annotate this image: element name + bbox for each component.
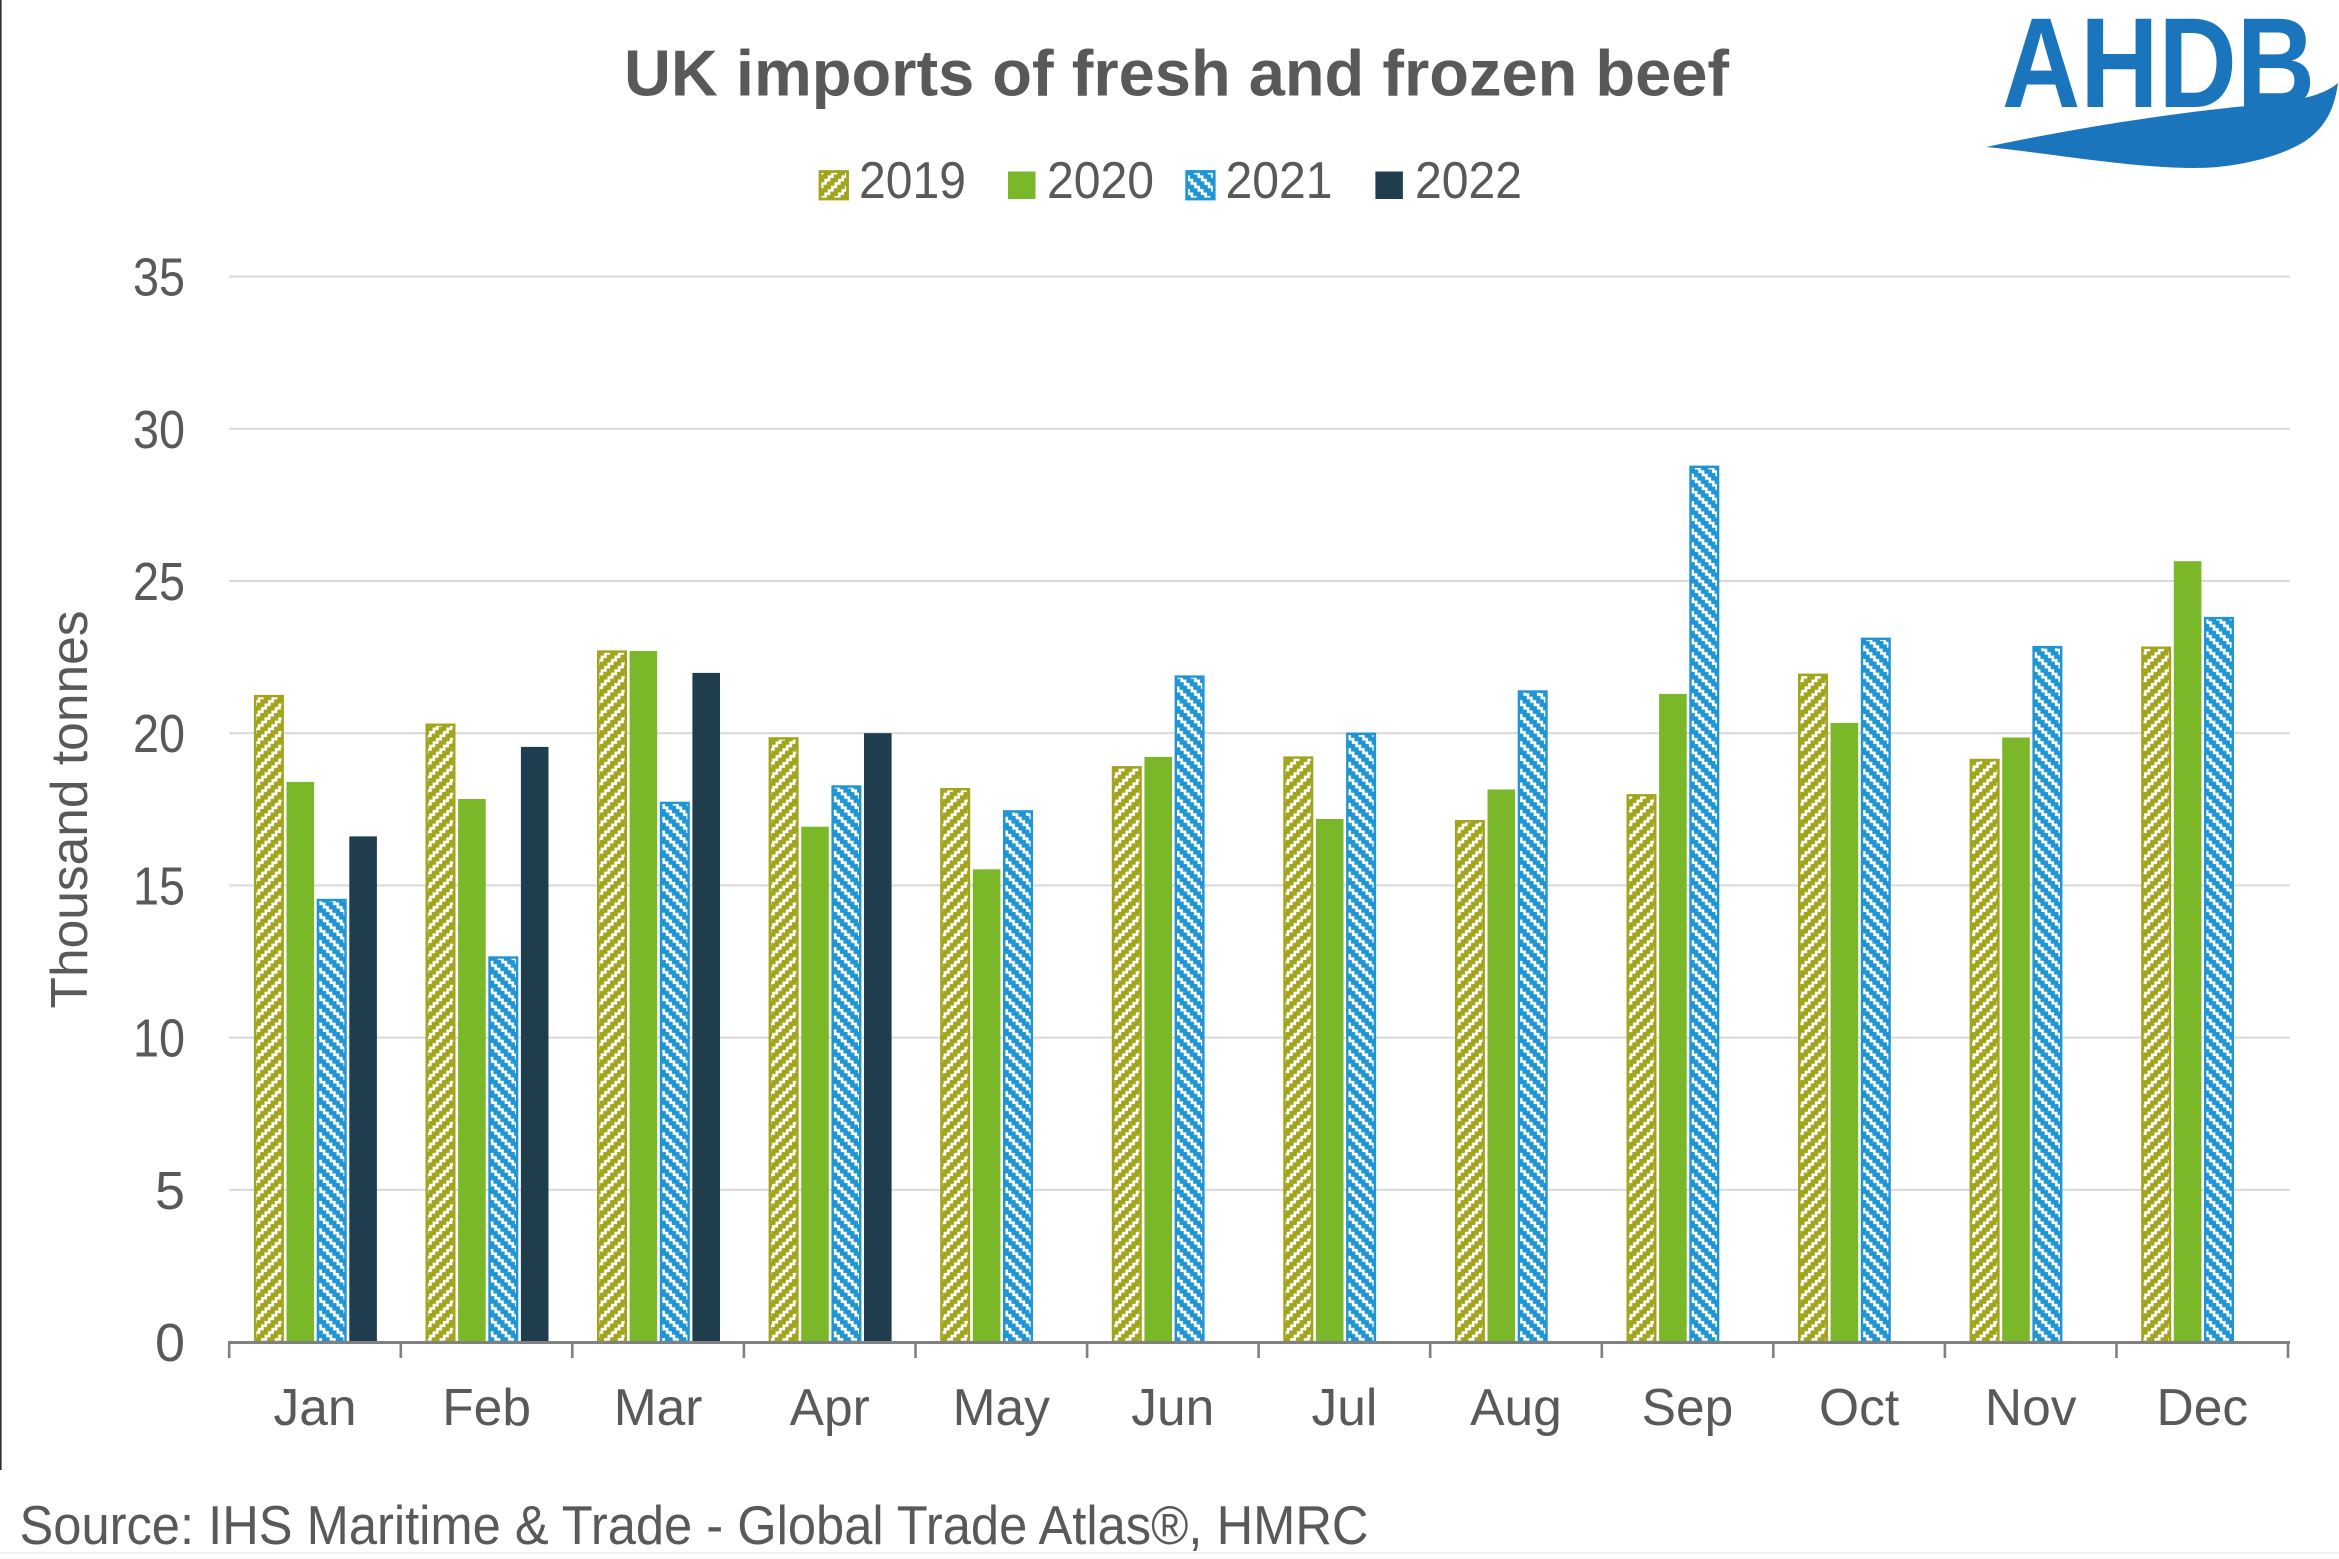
svg-text:Dec: Dec (2157, 1378, 2249, 1436)
svg-text:Apr: Apr (790, 1378, 870, 1436)
svg-text:2019: 2019 (859, 151, 966, 209)
svg-text:20: 20 (133, 704, 185, 764)
svg-text:Nov: Nov (1985, 1378, 2077, 1436)
svg-text:35: 35 (133, 248, 185, 308)
svg-text:10: 10 (133, 1009, 185, 1069)
svg-text:Thousand tonnes: Thousand tonnes (40, 611, 98, 1009)
svg-text:Jan: Jan (273, 1378, 356, 1436)
svg-text:May: May (953, 1378, 1051, 1436)
svg-text:Jun: Jun (1131, 1378, 1214, 1436)
svg-text:UK imports of fresh and frozen: UK imports of fresh and frozen beef (624, 36, 1729, 109)
svg-text:25: 25 (133, 552, 185, 612)
svg-text:Source: IHS Maritime & Trade -: Source: IHS Maritime & Trade - Global Tr… (20, 1494, 1369, 1556)
svg-text:5: 5 (155, 1161, 185, 1221)
svg-text:Oct: Oct (1819, 1378, 1899, 1436)
svg-text:30: 30 (133, 400, 185, 460)
svg-text:Jul: Jul (1311, 1378, 1377, 1436)
svg-text:0: 0 (155, 1313, 185, 1373)
svg-text:Aug: Aug (1470, 1378, 1562, 1436)
svg-text:Feb: Feb (442, 1378, 531, 1436)
svg-text:15: 15 (133, 856, 185, 916)
svg-text:2020: 2020 (1047, 151, 1154, 209)
svg-text:Sep: Sep (1642, 1378, 1734, 1436)
svg-text:2021: 2021 (1226, 151, 1333, 209)
svg-text:Mar: Mar (614, 1378, 703, 1436)
svg-text:2022: 2022 (1415, 151, 1522, 209)
